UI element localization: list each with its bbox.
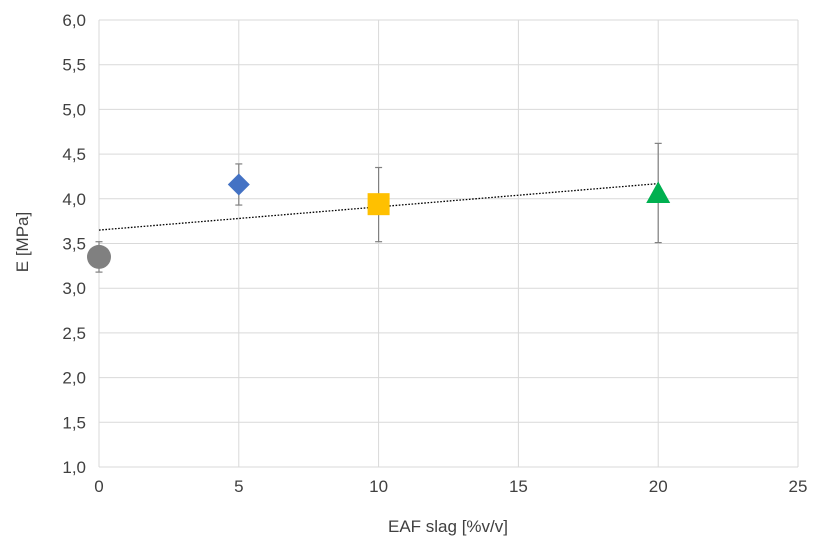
y-tick-label: 3,5 <box>62 235 86 254</box>
x-tick-labels: 0 5 10 15 20 25 <box>94 477 807 496</box>
y-tick-label: 5,5 <box>62 56 86 75</box>
y-axis-title: E [MPa] <box>13 212 32 272</box>
data-point-diamond <box>228 173 250 195</box>
y-tick-label: 4,0 <box>62 190 86 209</box>
x-axis-title: EAF slag [%v/v] <box>388 517 508 536</box>
gridlines <box>99 20 798 467</box>
y-tick-label: 2,0 <box>62 369 86 388</box>
y-tick-label: 5,0 <box>62 100 86 119</box>
y-tick-label: 1,0 <box>62 458 86 477</box>
x-tick-label: 0 <box>94 477 103 496</box>
x-tick-label: 10 <box>369 477 388 496</box>
x-tick-label: 25 <box>789 477 808 496</box>
data-point-square <box>368 193 390 215</box>
x-tick-label: 15 <box>509 477 528 496</box>
data-point-circle <box>87 245 111 269</box>
y-tick-label: 3,0 <box>62 279 86 298</box>
y-tick-label: 6,0 <box>62 11 86 30</box>
y-tick-label: 2,5 <box>62 324 86 343</box>
data-point-triangle <box>646 181 670 203</box>
x-tick-label: 20 <box>649 477 668 496</box>
y-tick-label: 1,5 <box>62 413 86 432</box>
y-tick-labels: 1,0 1,5 2,0 2,5 3,0 3,5 4,0 4,5 5,0 5,5 6,0 <box>62 11 86 477</box>
x-tick-label: 5 <box>234 477 243 496</box>
y-tick-label: 4,5 <box>62 145 86 164</box>
